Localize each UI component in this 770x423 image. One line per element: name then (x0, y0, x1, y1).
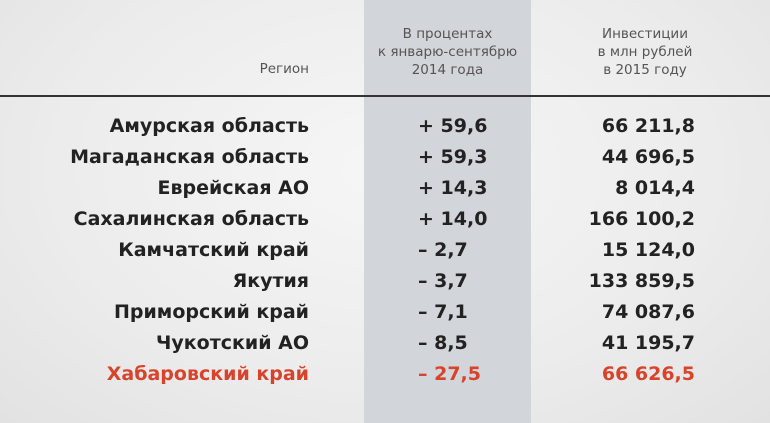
header-line: 2014 года (411, 62, 484, 78)
investment-value: 8 014,4 (615, 177, 695, 199)
column-header: Инвестиции в млн рублей в 2015 году (570, 25, 720, 79)
region-name: Приморский край (113, 301, 309, 323)
investment-value: 166 100,2 (588, 208, 695, 230)
investment-value: 66 211,8 (601, 115, 695, 137)
percent-change: + 14,0 (418, 208, 488, 230)
region-name: Якутия (232, 270, 309, 292)
investment-value: 15 124,0 (601, 239, 695, 261)
column-header: Регион (260, 60, 309, 78)
percent-change: – 7,1 (418, 301, 468, 323)
investment-value: 41 195,7 (601, 332, 695, 354)
region-name: Сахалинская область (73, 208, 309, 230)
investment-value: 74 087,6 (601, 301, 695, 323)
percent-change: + 59,6 (418, 115, 488, 137)
header-line: к январю-сентябрю (377, 44, 518, 60)
percent-change: – 3,7 (418, 270, 468, 292)
region-name: Чукотский АО (156, 332, 309, 354)
investment-value: 44 696,5 (601, 146, 695, 168)
header-line: Инвестиции (602, 26, 688, 42)
highlight-column (364, 0, 531, 423)
header-rule (0, 95, 770, 97)
header-line: В процентах (402, 26, 493, 42)
region-name: Хабаровский край (106, 363, 309, 385)
column-header: В процентах к январю-сентябрю 2014 года (364, 25, 531, 79)
header-line: в 2015 году (603, 62, 687, 78)
investment-value: 66 626,5 (601, 363, 695, 385)
percent-change: – 8,5 (418, 332, 468, 354)
region-name: Амурская область (109, 115, 309, 137)
region-name: Камчатский край (118, 239, 309, 261)
percent-change: + 14,3 (418, 177, 488, 199)
header-line: Регион (259, 61, 309, 77)
header-line: в млн рублей (597, 44, 693, 60)
region-name: Еврейская АО (157, 177, 309, 199)
region-name: Магаданская область (70, 146, 309, 168)
percent-change: + 59,3 (418, 146, 488, 168)
percent-change: – 2,7 (418, 239, 468, 261)
investment-value: 133 859,5 (588, 270, 695, 292)
percent-change: – 27,5 (418, 363, 481, 385)
